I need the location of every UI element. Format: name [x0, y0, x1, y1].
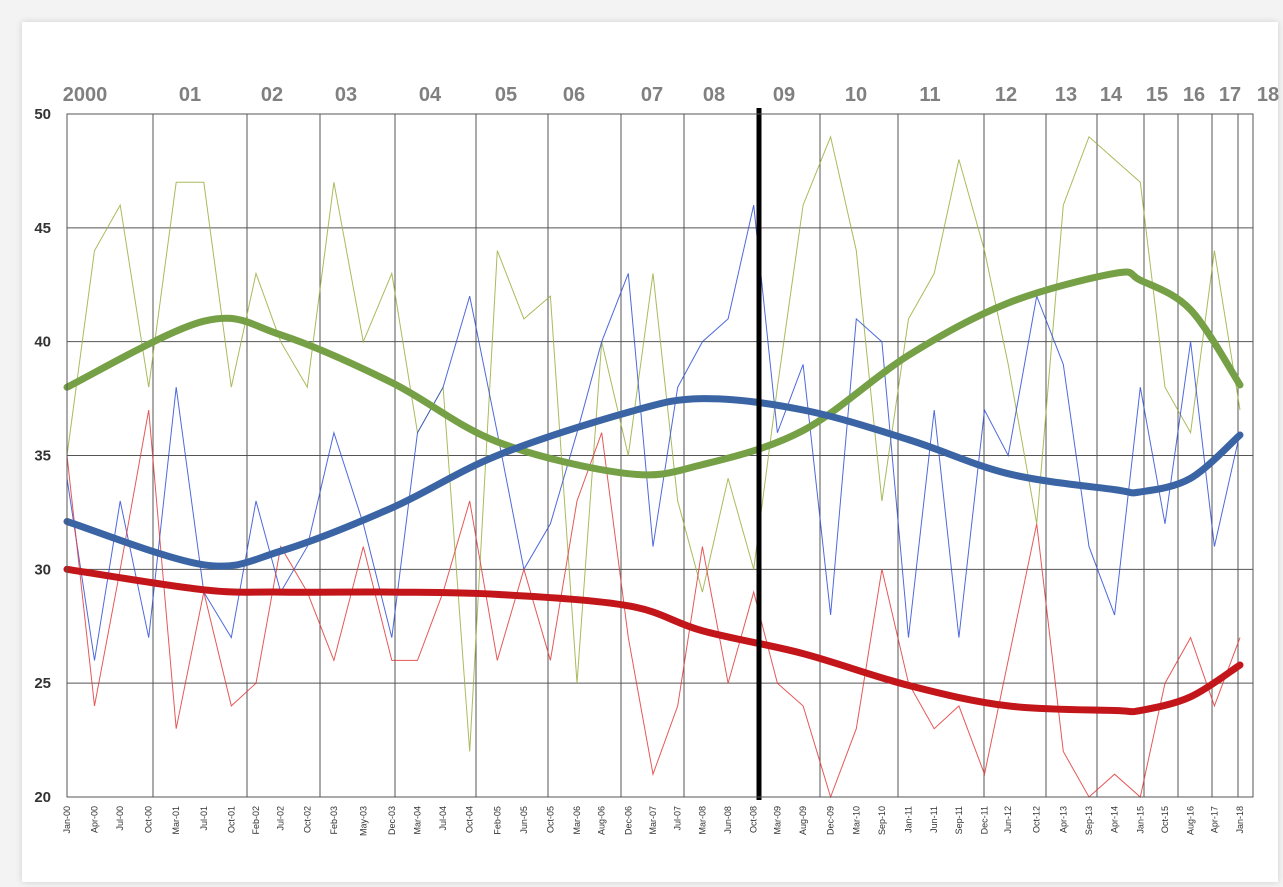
- x-tick-label: Mar-04: [413, 806, 423, 835]
- year-label: 01: [179, 84, 201, 106]
- x-tick-label: Oct-02: [302, 806, 312, 833]
- x-tick-label: Mar-06: [572, 806, 582, 835]
- x-tick-label: Jul-07: [673, 806, 683, 831]
- year-label: 14: [1100, 84, 1123, 106]
- year-label: 07: [641, 84, 663, 106]
- x-tick-label: Feb-03: [329, 806, 339, 835]
- x-tick-label: Mar-10: [851, 806, 861, 835]
- year-label: 04: [419, 84, 442, 106]
- x-tick-label: Mar-08: [697, 806, 707, 835]
- x-tick-label: Jun-05: [519, 806, 529, 834]
- x-tick-label: Mar-09: [772, 806, 782, 835]
- plot-border: [66, 113, 1254, 798]
- x-tick-label: Jul-02: [276, 806, 286, 831]
- x-tick-label: Oct-12: [1032, 806, 1042, 833]
- year-label: 05: [495, 84, 517, 106]
- horizontal-gridlines: [67, 113, 1253, 798]
- x-tick-label: Aug-16: [1186, 806, 1196, 835]
- thin-series-line-0: [66, 135, 1241, 752]
- x-tick-label: Dec-09: [826, 806, 836, 835]
- x-tick-label: Oct-00: [144, 806, 154, 833]
- x-tick-label: Mar-07: [648, 806, 658, 835]
- x-tick-label: Jun-11: [929, 806, 939, 833]
- y-axis-ticks: 20 25 30 35 40 45 50: [34, 106, 51, 806]
- x-tick-label: Dec-06: [623, 806, 633, 835]
- x-tick-label: Jul-01: [199, 806, 209, 831]
- x-tick-label: Aug-06: [597, 806, 607, 835]
- x-tick-label: Jun-12: [1003, 806, 1013, 834]
- year-label: 16: [1183, 84, 1205, 106]
- x-tick-label: Apr-14: [1110, 806, 1120, 833]
- year-label: 18: [1257, 84, 1279, 106]
- x-tick-label: Mar-01: [171, 806, 181, 835]
- x-tick-label: Oct-01: [226, 806, 236, 833]
- x-tick-label: Sep-10: [877, 806, 887, 835]
- year-label: 08: [703, 84, 725, 106]
- x-tick-label: Jan-11: [904, 806, 914, 833]
- year-label: 17: [1219, 84, 1241, 106]
- x-tick-label: Sep-13: [1084, 806, 1094, 835]
- trend-series-line-4: [63, 395, 1244, 570]
- x-tick-label: Jun-08: [723, 806, 733, 834]
- trend-series-group: [63, 268, 1244, 716]
- x-axis-month-labels: Jan-00 Apr-00 Jul-00 Oct-00 Mar-01 Jul-01 Oct-…: [62, 806, 1245, 836]
- x-tick-label: Jan-18: [1235, 806, 1245, 834]
- x-tick-label: Aug-09: [798, 806, 808, 835]
- x-tick-label: Oct-05: [545, 806, 555, 833]
- year-label: 06: [563, 84, 585, 106]
- y-tick-label: 25: [34, 675, 51, 692]
- x-tick-label: May-03: [358, 806, 368, 836]
- year-label: 09: [773, 84, 795, 106]
- chart-card: [22, 22, 1278, 882]
- x-tick-label: Apr-13: [1058, 806, 1068, 833]
- year-label: 2000: [63, 84, 108, 106]
- year-label: 02: [261, 84, 283, 106]
- y-tick-label: 20: [34, 789, 51, 806]
- x-tick-label: Oct-08: [749, 806, 759, 833]
- y-tick-label: 45: [34, 220, 51, 237]
- year-label: 11: [919, 84, 940, 106]
- year-label: 12: [995, 84, 1017, 106]
- x-tick-label: Feb-05: [492, 806, 502, 835]
- x-tick-label: Feb-02: [251, 806, 261, 835]
- y-tick-label: 40: [34, 334, 51, 351]
- year-label: 13: [1055, 84, 1077, 106]
- x-tick-label: Jan-00: [62, 806, 72, 834]
- trend-series-line-5: [63, 565, 1244, 716]
- thin-series-line-2: [66, 409, 1241, 799]
- thin-series-line-1: [66, 204, 1241, 661]
- thin-series-group: [66, 135, 1241, 799]
- x-tick-label: Apr-00: [90, 806, 100, 833]
- x-tick-label: Jul-04: [438, 806, 448, 831]
- year-label: 15: [1146, 84, 1168, 106]
- year-label: 10: [845, 84, 867, 106]
- x-tick-label: Oct-15: [1160, 806, 1170, 833]
- trend-series-line-3: [63, 268, 1244, 479]
- x-tick-label: Jan-15: [1135, 806, 1145, 834]
- y-tick-label: 50: [34, 106, 51, 123]
- year-label: 03: [335, 84, 357, 106]
- x-tick-label: Dec-11: [980, 806, 990, 834]
- x-tick-label: Oct-04: [465, 806, 475, 833]
- y-tick-label: 35: [34, 448, 51, 465]
- x-tick-label: Apr-17: [1209, 806, 1219, 833]
- top-year-labels: 2000 01 02 03 04 05 06 07 08 09 10 11 12 13 14 15 16 17 18: [63, 84, 1279, 106]
- x-tick-label: Jul-00: [115, 806, 125, 831]
- y-tick-label: 30: [34, 561, 51, 578]
- x-tick-label: Sep-11: [954, 806, 964, 834]
- x-tick-label: Dec-03: [387, 806, 397, 835]
